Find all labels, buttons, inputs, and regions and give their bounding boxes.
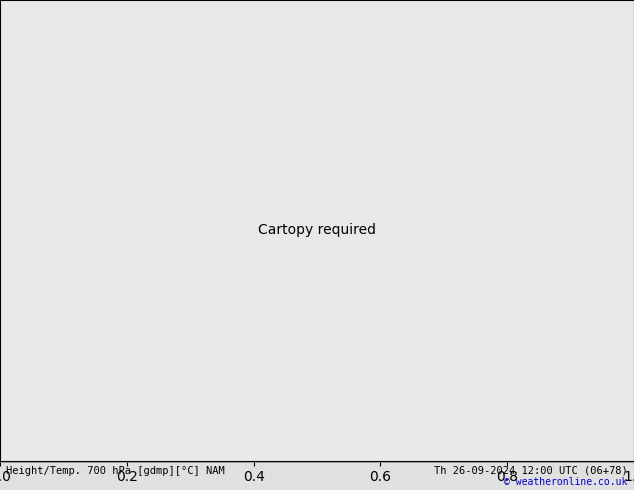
Text: Th 26-09-2024 12:00 UTC (06+78): Th 26-09-2024 12:00 UTC (06+78) — [434, 466, 628, 476]
Text: Height/Temp. 700 hPa [gdmp][°C] NAM: Height/Temp. 700 hPa [gdmp][°C] NAM — [6, 466, 225, 476]
Text: © weatheronline.co.uk: © weatheronline.co.uk — [504, 477, 628, 487]
Text: Cartopy required: Cartopy required — [258, 223, 376, 237]
